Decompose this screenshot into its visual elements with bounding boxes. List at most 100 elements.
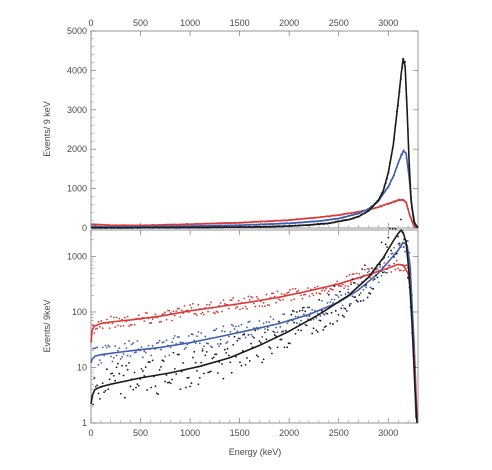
bottom-series-1-point <box>350 302 352 305</box>
bottom-series-0-point <box>230 299 233 302</box>
bottom-series-2-point <box>369 292 372 295</box>
bottom-series-0-point <box>183 304 186 307</box>
bottom-series-1-point <box>121 355 124 358</box>
bottom-series-0-point <box>262 302 265 304</box>
bottom-series-0-point <box>339 284 341 287</box>
bottom-series-2-point <box>94 385 97 388</box>
bottom-series-0-point <box>208 303 211 306</box>
bottom-series-0-point <box>318 292 321 295</box>
bottom-series-2-point <box>368 291 370 294</box>
bottom-series-0-point <box>122 324 125 327</box>
bottom-series-2-point <box>358 294 361 296</box>
bottom-series-2-point <box>345 310 348 312</box>
bottom-series-1-point <box>261 335 264 338</box>
bottom-series-0-point <box>275 301 277 304</box>
bottom-series-2-point <box>373 278 376 280</box>
bottom-series-0-point <box>172 310 175 313</box>
bottom-series-2-point <box>289 342 291 345</box>
bottom-series-0-point <box>110 315 112 318</box>
bottom-series-2-point <box>308 315 311 317</box>
bottom-series-0-point <box>320 289 323 292</box>
bottom-series-1-point <box>347 288 350 291</box>
bottom-series-2-point <box>105 368 108 371</box>
bottom-series-2-point <box>348 304 351 307</box>
bottom-series-1-point <box>293 310 296 313</box>
bottom-series-1-point <box>386 271 388 274</box>
bottom-series-1-point <box>300 319 302 322</box>
bottom-series-1-point <box>240 323 243 326</box>
bottom-series-2-point <box>175 373 178 375</box>
bottom-series-0-point <box>347 285 350 288</box>
bottom-series-0-point <box>341 283 344 286</box>
bottom-series-2-point <box>357 300 359 303</box>
bottom-series-1-point <box>237 325 240 328</box>
bottom-series-2-point <box>132 388 135 391</box>
bottom-series-1-point <box>173 334 176 337</box>
bottom-series-2-point <box>283 346 286 349</box>
bottom-series-0-point <box>162 312 165 315</box>
bottom-series-1-point <box>150 354 153 357</box>
bottom-series-2-point <box>327 293 330 296</box>
bottom-series-1-point <box>222 325 225 328</box>
bottom-series-1-point <box>366 271 369 274</box>
bottom-series-1-point <box>178 336 180 338</box>
bottom-series-0-point <box>168 309 171 312</box>
bottom-series-1-point <box>301 306 304 309</box>
bottom-series-0-point <box>176 307 179 310</box>
bottom-series-2-point <box>122 374 125 377</box>
bottom-series-0-point <box>237 299 240 302</box>
bottom-series-2-point <box>319 319 322 322</box>
bottom-series-0-point <box>143 320 146 322</box>
bottom-series-0-point <box>193 312 196 315</box>
bottom-series-1-point <box>135 351 137 353</box>
bottom-series-1-point <box>93 347 96 350</box>
bottom-series-2-point <box>203 372 205 375</box>
bottom-series-1-point <box>234 325 237 328</box>
bottom-series-2-point <box>125 364 128 367</box>
top-panel-ticks: 0 500 1000 1500 2000 2500 3000 0 1000 2000 3000 400… <box>67 18 418 233</box>
bottom-x-tick-label: 3000 <box>378 428 398 438</box>
bottom-series-2-point <box>115 366 118 369</box>
bottom-series-2-point <box>207 371 210 374</box>
bottom-series-1-point <box>142 356 144 359</box>
bottom-series-0-point <box>180 309 183 312</box>
bottom-series-2-point <box>233 335 236 338</box>
bottom-series-2-point <box>190 382 193 385</box>
bottom-series-2-point <box>344 307 347 310</box>
bottom-series-2-point <box>269 347 272 350</box>
bottom-series-0-point <box>251 296 254 299</box>
bottom-series-2-point <box>296 311 298 313</box>
bottom-series-0-point <box>301 297 304 300</box>
bottom-series-0-point <box>265 293 268 296</box>
x-axis-title: Energy (keV) <box>229 447 282 457</box>
bottom-series-1-point <box>383 270 386 273</box>
bottom-series-2-point <box>316 331 319 333</box>
bottom-series-2-point <box>144 366 147 368</box>
bottom-series-0-point <box>390 271 393 273</box>
bottom-series-0-point <box>280 293 283 295</box>
bottom-series-0-point <box>137 314 140 317</box>
bottom-series-2-point <box>93 377 96 379</box>
bottom-series-0-point <box>315 292 318 294</box>
bottom-series-1-point <box>322 312 325 315</box>
bottom-series-1-point <box>359 292 362 295</box>
top-x-tick-label: 3000 <box>378 18 398 28</box>
bottom-series-2-point <box>366 296 369 299</box>
bottom-series-0-point <box>100 320 103 322</box>
bottom-series-2-point <box>363 264 366 267</box>
bottom-series-2-point <box>221 363 223 365</box>
bottom-series-1-point <box>143 350 146 352</box>
bottom-series-1-point <box>111 360 114 363</box>
bottom-series-0-point <box>191 302 194 305</box>
bottom-series-2-point <box>398 242 401 245</box>
bottom-series-1-point <box>216 343 219 345</box>
bottom-series-2-point <box>171 378 173 381</box>
bottom-series-1-point <box>398 244 401 247</box>
bottom-series-1-point <box>315 317 318 319</box>
bottom-series-2-point <box>129 385 132 388</box>
bottom-series-1-point <box>258 320 261 322</box>
bottom-series-0-point <box>228 307 230 310</box>
bottom-series-2-point <box>264 331 266 334</box>
bottom-series-2-point <box>359 300 362 302</box>
bottom-series-2-point <box>99 397 101 400</box>
